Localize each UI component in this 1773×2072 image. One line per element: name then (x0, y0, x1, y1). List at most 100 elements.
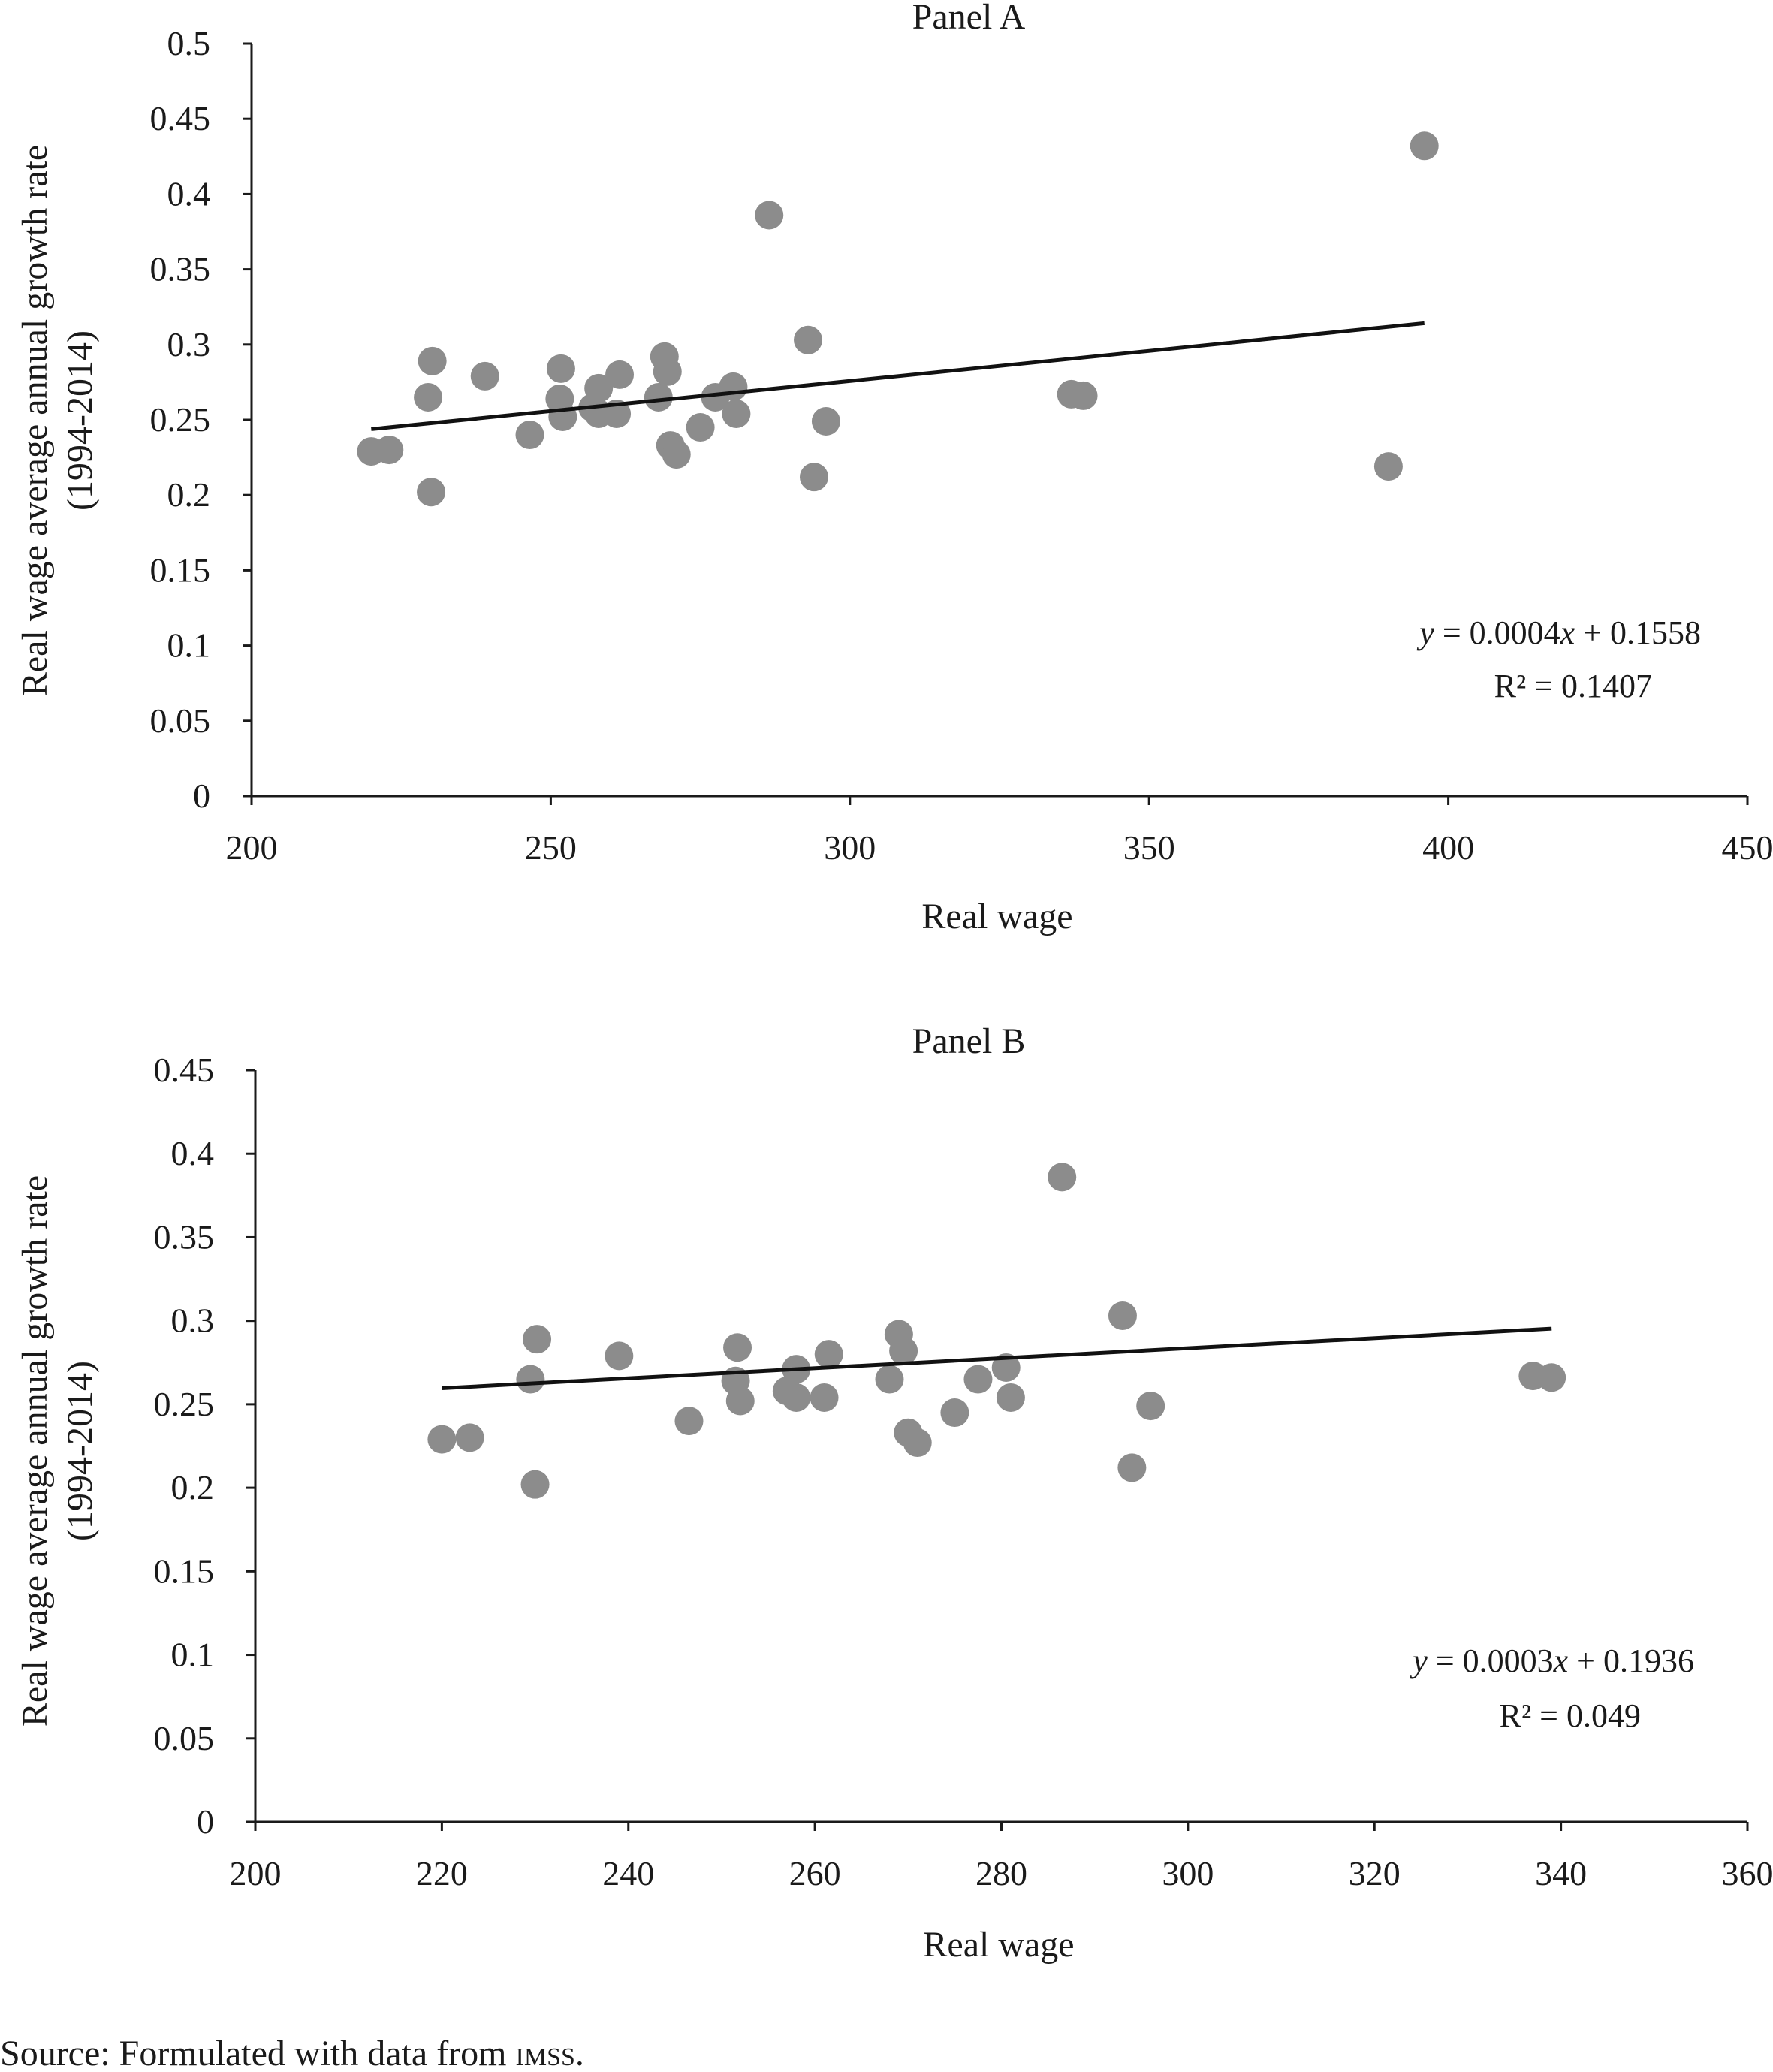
panel-a-data-point (653, 357, 682, 386)
panel-b-y-tick-label: 0.35 (154, 1217, 215, 1256)
panel-a: Panel A Real wage average annual growth … (15, 0, 1773, 936)
panel-a-y-tick-label: 0 (193, 777, 210, 815)
panel-b-data-point (875, 1365, 904, 1394)
panel-b-data-point (903, 1428, 932, 1458)
source-note: Source: Formulated with data from IMSS. (0, 2034, 584, 2072)
panel-b-y-axis-title-line2: (1994-2014) (60, 1361, 100, 1541)
panel-b-x-axis-title: Real wage (923, 1925, 1074, 1965)
panel-b-data-point (889, 1336, 918, 1365)
panel-b-y-axis-title: Real wage average annual growth rate (19… (15, 1175, 100, 1727)
panel-b-x-tick-label: 220 (416, 1854, 468, 1893)
panel-a-data-point (811, 407, 840, 436)
panel-a-y-axis-title-line1: Real wage average annual growth rate (15, 145, 55, 696)
panel-b-equation-y: y (1410, 1642, 1428, 1679)
panel-b-data-point (516, 1365, 545, 1394)
panel-a-y-tick-labels: 0 0.05 0.1 0.15 0.2 0.25 0.3 0.35 0.4 0.45 0.5 (150, 24, 211, 815)
panel-a-tick-marks (243, 42, 1749, 805)
panel-a-data-point (644, 382, 673, 412)
panel-b-data-point (991, 1353, 1021, 1382)
panel-a-data-point (799, 463, 828, 492)
panel-b-y-tick-label: 0.2 (171, 1468, 215, 1506)
panel-b-x-tick-label: 360 (1722, 1854, 1773, 1893)
panel-b-y-tick-label: 0.25 (154, 1385, 215, 1423)
panel-a-data-point (417, 478, 446, 507)
panel-b-data-point (1108, 1301, 1137, 1330)
panel-b-data-point (996, 1383, 1025, 1412)
panel-a-data-point (414, 382, 443, 412)
panel-a-x-axis-title: Real wage (921, 897, 1072, 936)
panel-b-equation-suffix: + 0.1936 (1568, 1642, 1694, 1679)
panel-b-y-tick-label: 0.3 (171, 1301, 215, 1340)
panel-a-x-tick-label: 400 (1422, 828, 1474, 867)
panel-b-equation-mid: = 0.0003 (1428, 1642, 1554, 1679)
panel-b-data-point (1136, 1392, 1165, 1421)
panel-b-y-tick-label: 0.4 (171, 1134, 215, 1172)
panel-a-y-axis-title: Real wage average annual growth rate (19… (15, 145, 100, 696)
panel-b-x-tick-label: 260 (789, 1854, 841, 1893)
panel-b-x-tick-label: 320 (1349, 1854, 1401, 1893)
panel-a-x-tick-label: 450 (1722, 828, 1773, 867)
panel-a-data-point (584, 373, 614, 403)
panel-a-data-point (719, 372, 748, 401)
panel-b-y-axis-title-line1: Real wage average annual growth rate (15, 1175, 55, 1727)
panel-a-data-point (548, 402, 577, 431)
panel-b-tick-marks (246, 1069, 1749, 1831)
panel-a-y-tick-label: 0.45 (150, 99, 211, 137)
panel-a-data-point (755, 201, 784, 230)
panel-a-points (357, 131, 1439, 507)
panel-b-data-point (940, 1398, 969, 1428)
panel-a-r-squared: R² = 0.1407 (1494, 668, 1652, 704)
panel-b-data-point (810, 1383, 839, 1412)
panel-a-y-tick-label: 0.3 (167, 325, 211, 363)
panel-b-data-point (523, 1325, 552, 1354)
panel-a-data-point (662, 440, 691, 469)
panel-b-data-point (782, 1383, 811, 1412)
panel-b-data-point (1117, 1453, 1147, 1482)
panel-b-x-tick-label: 240 (602, 1854, 654, 1893)
panel-b-data-point (605, 1341, 634, 1371)
panel-a-data-point (1373, 452, 1403, 481)
panel-a-data-point (1410, 131, 1439, 161)
panel-b-data-point (520, 1470, 550, 1499)
panel-a-equation-mid: = 0.0004 (1434, 614, 1560, 651)
panel-a-y-tick-label: 0.1 (167, 626, 211, 665)
panel-a-equation-suffix: + 0.1558 (1575, 614, 1701, 651)
panel-b: Panel B Real wage average annual growth … (15, 1021, 1773, 1965)
panel-a-x-tick-label: 250 (525, 828, 577, 867)
panel-a-equation-y: y (1416, 614, 1434, 651)
panel-b-x-tick-labels: 200 220 240 260 280 300 320 340 360 (230, 1854, 1773, 1893)
panel-a-x-tick-label: 350 (1123, 828, 1175, 867)
panel-a-y-tick-label: 0.5 (167, 24, 211, 62)
panel-a-y-tick-label: 0.25 (150, 400, 211, 439)
panel-a-y-tick-label: 0.05 (150, 701, 211, 740)
panel-a-y-tick-label: 0.35 (150, 250, 211, 288)
panel-b-equation: y = 0.0003x + 0.1936 (1410, 1642, 1694, 1679)
panel-b-x-tick-label: 340 (1535, 1854, 1587, 1893)
panel-b-points (427, 1163, 1566, 1499)
panel-a-title: Panel A (912, 0, 1026, 37)
panel-a-x-tick-label: 200 (226, 828, 278, 867)
panel-b-data-point (814, 1340, 843, 1369)
source-prefix: Source: Formulated with data from (0, 2034, 516, 2072)
panel-a-data-point (722, 399, 751, 428)
panel-a-y-tick-label: 0.2 (167, 475, 211, 514)
panel-b-data-point (674, 1407, 704, 1436)
source-org: IMSS (516, 2034, 575, 2072)
panel-a-data-point (1069, 381, 1098, 410)
panel-b-x-tick-label: 300 (1162, 1854, 1214, 1893)
panel-b-y-tick-label: 0.45 (154, 1051, 215, 1089)
panel-a-x-tick-label: 300 (824, 828, 876, 867)
panel-b-y-tick-label: 0.1 (171, 1636, 215, 1674)
panel-b-y-tick-label: 0.05 (154, 1719, 215, 1757)
panel-a-equation: y = 0.0004x + 0.1558 (1416, 614, 1701, 651)
panel-a-data-point (546, 354, 575, 383)
panel-b-y-tick-label: 0 (197, 1802, 214, 1841)
panel-b-y-tick-label: 0.15 (154, 1552, 215, 1590)
panel-a-data-point (375, 436, 404, 465)
panel-b-data-point (963, 1365, 993, 1394)
panel-a-y-tick-label: 0.4 (167, 174, 211, 213)
panel-b-data-point (455, 1423, 484, 1452)
panel-a-data-point (686, 413, 715, 442)
panel-a-data-point (794, 325, 823, 354)
source-suffix: . (575, 2034, 584, 2072)
